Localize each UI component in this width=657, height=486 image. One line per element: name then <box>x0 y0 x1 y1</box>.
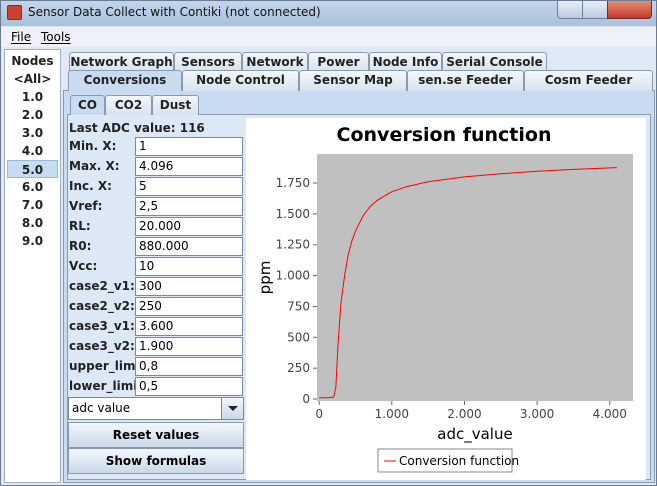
tab[interactable]: Power <box>308 52 369 71</box>
text-field[interactable]: 3.600 <box>135 317 243 336</box>
field-label: Max. X: <box>69 159 120 173</box>
button[interactable]: Show formulas <box>68 448 244 474</box>
y-tick-label: 250 <box>287 361 310 375</box>
field-label: Min. X: <box>69 139 117 153</box>
field-label: upper_limit: <box>69 359 151 373</box>
text-field[interactable]: 0,5 <box>135 377 243 396</box>
x-tick-label: 1.000 <box>375 407 409 421</box>
field-label: case2_v2: <box>69 299 135 313</box>
plot-area <box>317 154 633 401</box>
y-tick-label: 500 <box>287 330 310 344</box>
menu-item[interactable]: File <box>11 30 32 44</box>
x-tick-label: 0 <box>315 407 323 421</box>
node-item[interactable]: 5.0 <box>7 160 58 178</box>
field-label: lower_limit: <box>69 379 148 393</box>
y-tick-label: 0 <box>302 392 310 406</box>
dropdown[interactable]: adc value <box>68 397 244 420</box>
text-field[interactable]: 5 <box>135 177 243 196</box>
text-field[interactable]: 300 <box>135 277 243 296</box>
tab[interactable]: Sensor Map <box>299 70 407 91</box>
node-item[interactable]: 4.0 <box>21 144 44 158</box>
maximize-button[interactable] <box>582 1 608 19</box>
tab[interactable]: Sensors <box>174 52 242 71</box>
y-tick-label: 1.250 <box>276 238 310 252</box>
node-item[interactable]: 9.0 <box>21 234 44 248</box>
tab[interactable]: sen.se Feeder <box>407 70 524 91</box>
tab[interactable]: Node Info <box>369 52 442 71</box>
tab[interactable]: Conversions <box>68 70 182 91</box>
field-label: Vref: <box>69 199 103 213</box>
window-title: Sensor Data Collect with Contiki (not co… <box>28 5 321 19</box>
chart: Conversion function 0 250 500 750 1.000 1.250 1… <box>256 124 633 473</box>
tab[interactable]: Cosm Feeder <box>524 70 653 91</box>
node-item[interactable]: 3.0 <box>21 126 44 140</box>
nodes-header: Nodes <box>11 54 54 68</box>
legend-label: Conversion function <box>399 454 519 468</box>
x-axis-label: adc_value <box>437 425 512 444</box>
node-item[interactable]: 6.0 <box>21 180 44 194</box>
y-axis-label: ppm <box>256 261 274 295</box>
text-field[interactable]: 20.000 <box>135 217 243 236</box>
field-label: R0: <box>69 239 92 253</box>
dropdown-arrow[interactable] <box>221 398 243 419</box>
node-item[interactable]: 8.0 <box>21 216 44 230</box>
data-line <box>319 167 617 399</box>
close-button[interactable] <box>607 1 652 19</box>
y-tick-label: 1.000 <box>276 269 310 283</box>
app-icon <box>7 5 22 20</box>
text-field[interactable]: 2,5 <box>135 197 243 216</box>
button[interactable]: Reset values <box>68 422 244 448</box>
text-field[interactable]: 10 <box>135 257 243 276</box>
field-label: RL: <box>69 219 91 233</box>
nodes-list: Nodes <All> 1.0 2.0 3.0 4.0 5.0 6.0 7.0 8.0 9.0 <box>4 49 61 483</box>
last-adc: Last ADC value: 116 <box>69 119 205 138</box>
node-item[interactable]: <All> <box>13 72 52 86</box>
legend-box <box>377 448 513 473</box>
minimize-button[interactable] <box>557 1 583 19</box>
y-tick-label: 750 <box>287 299 310 313</box>
last-adc-value: 116 <box>179 121 205 135</box>
node-item[interactable]: 1.0 <box>21 90 44 104</box>
x-tick-label: 2.000 <box>447 407 481 421</box>
tab[interactable]: Network Graph <box>69 52 174 71</box>
chart-panel: Conversion function 0 250 500 750 1.000 1.250 1… <box>246 118 646 480</box>
text-field[interactable]: 1 <box>135 137 243 156</box>
tab[interactable]: Network <box>242 52 308 71</box>
field-label: case3_v2: <box>69 339 135 353</box>
node-item[interactable]: 7.0 <box>21 198 44 212</box>
menu-bar: File Tools <box>1 27 656 47</box>
tab[interactable]: Serial Console <box>442 52 547 71</box>
field-label: case2_v1: <box>69 279 135 293</box>
chart-title: Conversion function <box>337 124 552 146</box>
field-label: case3_v1: <box>69 319 135 333</box>
node-item[interactable]: 2.0 <box>21 108 44 122</box>
text-field[interactable]: 1.900 <box>135 337 243 356</box>
y-tick-label: 1.750 <box>276 176 310 190</box>
last-adc-label: Last ADC value: <box>69 121 176 135</box>
y-tick-label: 1.500 <box>276 207 310 221</box>
menu-item[interactable]: Tools <box>41 30 71 44</box>
subtab[interactable]: CO2 <box>105 95 152 115</box>
text-field[interactable]: 250 <box>135 297 243 316</box>
tab[interactable]: Node Control <box>182 70 299 91</box>
field-label: Vcc: <box>69 259 98 273</box>
subtab[interactable]: Dust <box>152 95 199 115</box>
subtab[interactable]: CO <box>70 95 105 115</box>
text-field[interactable]: 4.096 <box>135 157 243 176</box>
x-tick-label: 4.000 <box>593 407 627 421</box>
field-label: Inc. X: <box>69 179 112 193</box>
text-field[interactable]: 0,8 <box>135 357 243 376</box>
x-tick-label: 3.000 <box>520 407 554 421</box>
title-bar: Sensor Data Collect with Contiki (not co… <box>1 1 656 26</box>
text-field[interactable]: 880.000 <box>135 237 243 256</box>
arrow-icon <box>228 406 238 411</box>
